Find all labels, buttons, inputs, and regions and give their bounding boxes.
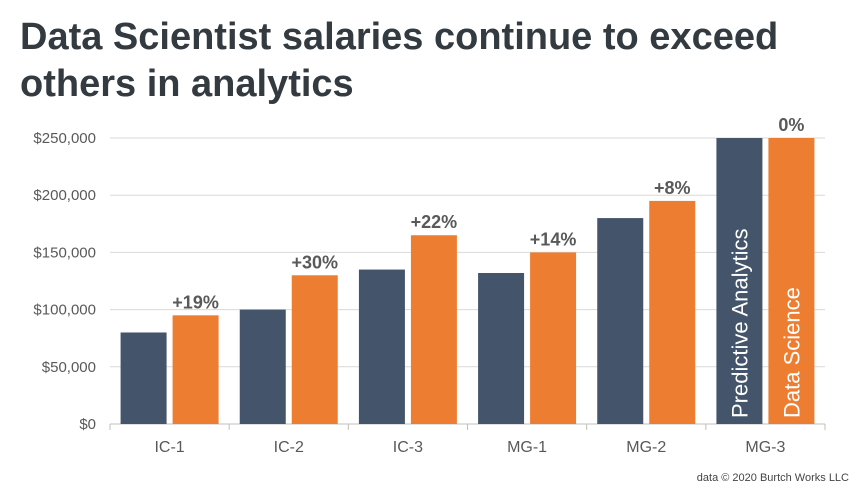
y-tick-label: $100,000 <box>33 302 96 319</box>
percent-change-label: +22% <box>411 212 458 232</box>
y-tick-label: $200,000 <box>33 187 96 204</box>
chart-title: Data Scientist salaries continue to exce… <box>20 14 840 108</box>
chart-title-line-1: Data Scientist salaries continue to exce… <box>20 16 779 58</box>
bar-predictive-analytics <box>358 269 405 424</box>
bar-data-science <box>410 235 457 424</box>
bar-data-science <box>768 138 815 424</box>
bar-predictive-analytics <box>597 218 644 424</box>
y-tick-label: $250,000 <box>33 130 96 147</box>
percent-change-label: 0% <box>778 115 804 135</box>
percent-change-label: +8% <box>654 178 691 198</box>
y-tick-label: $0 <box>79 416 96 433</box>
bar-predictive-analytics <box>239 309 286 424</box>
data-credit: data © 2020 Burtch Works LLC <box>696 472 849 484</box>
x-tick-label: IC-1 <box>154 439 184 456</box>
percent-change-label: +14% <box>530 229 577 249</box>
x-tick-label: MG-2 <box>626 439 666 456</box>
bar-predictive-analytics <box>478 272 525 424</box>
bar-data-science <box>649 200 696 424</box>
y-tick-label: $150,000 <box>33 244 96 261</box>
bar-data-science <box>172 315 219 424</box>
x-tick-label: IC-2 <box>274 439 304 456</box>
y-tick-label: $50,000 <box>42 359 96 376</box>
chart-title-line-2: others in analytics <box>20 63 354 105</box>
x-tick-label: MG-1 <box>507 439 547 456</box>
bar-predictive-analytics <box>120 332 167 424</box>
percent-change-label: +30% <box>291 252 338 272</box>
x-tick-label: MG-3 <box>745 439 785 456</box>
bar-predictive-analytics <box>716 138 763 424</box>
x-tick-label: IC-3 <box>393 439 423 456</box>
percent-change-label: +19% <box>172 292 219 312</box>
bar-data-science <box>530 252 577 424</box>
bar-data-science <box>291 275 338 424</box>
legend-label-data-science: Data Science <box>779 287 804 418</box>
legend-label-predictive-analytics: Predictive Analytics <box>727 228 752 418</box>
